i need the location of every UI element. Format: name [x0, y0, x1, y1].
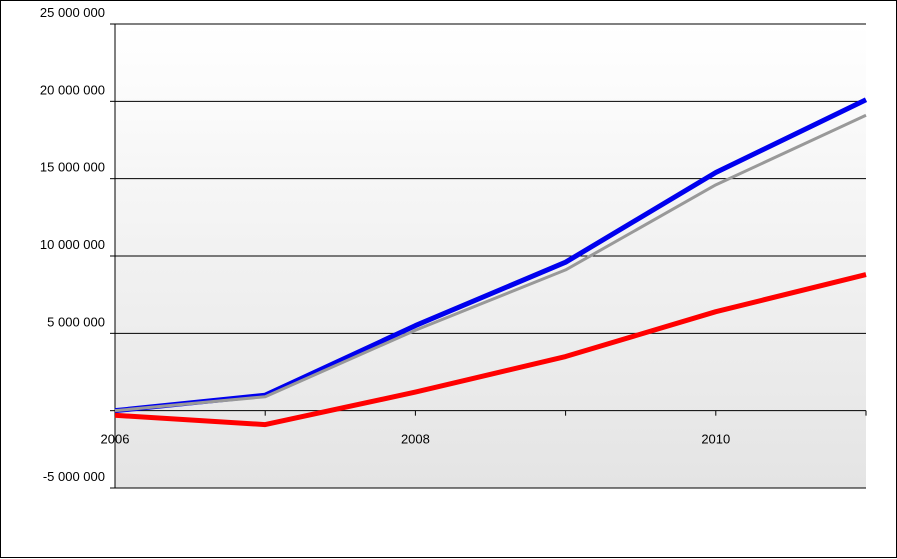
x-tick-label: 2010	[701, 432, 730, 447]
tick-labels: 25 000 000 20 000 000 15 000 000 10 000 000…	[40, 5, 730, 484]
y-tick-label: 20 000 000	[40, 82, 105, 97]
y-tick-label: 25 000 000	[40, 5, 105, 20]
x-tick-label: 2006	[101, 432, 130, 447]
x-tick-label: 2008	[401, 432, 430, 447]
series-line-3	[114, 272, 867, 428]
y-tick-label: -5 000 000	[43, 469, 105, 484]
grid-lines	[115, 23, 866, 489]
series-lines	[114, 97, 868, 428]
y-tick-label: 10 000 000	[40, 237, 105, 252]
y-tick-label: 5 000 000	[47, 314, 105, 329]
series-line-2	[114, 113, 867, 413]
y-tick-label: 15 000 000	[40, 160, 105, 175]
